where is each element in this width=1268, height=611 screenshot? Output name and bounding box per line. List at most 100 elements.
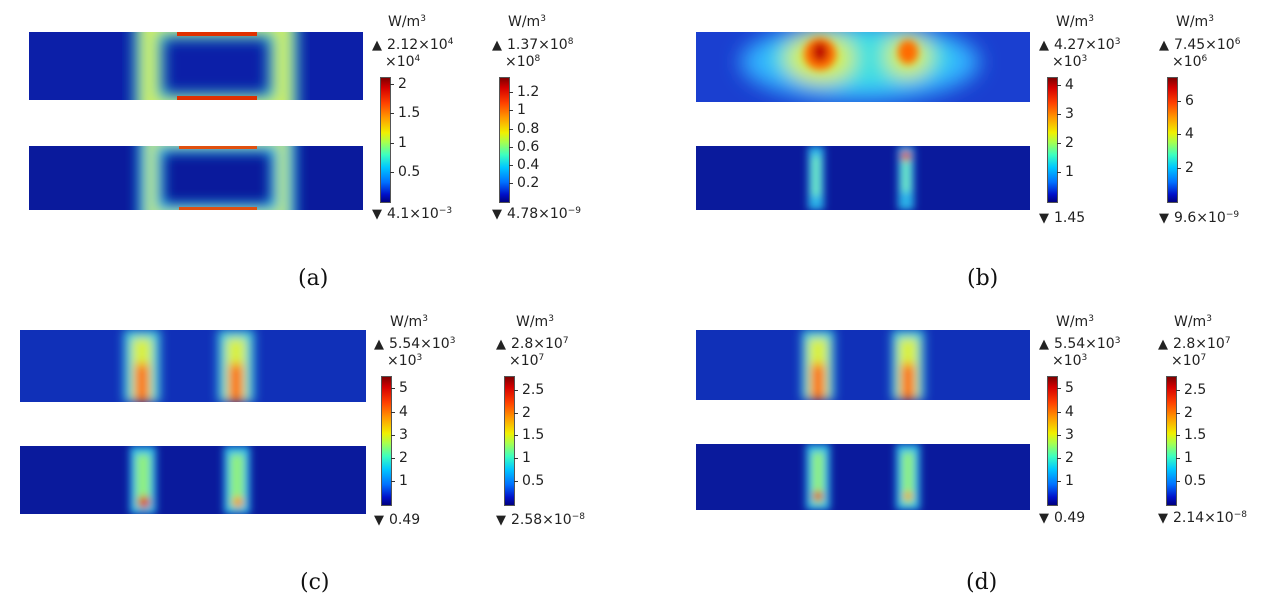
colorbar-2	[504, 376, 515, 506]
colorbar-tick-label: 4	[391, 403, 408, 420]
colorbar-tick-label: 0.5	[1175, 473, 1207, 490]
legend-unit-1: W/m3	[1056, 314, 1094, 330]
colorbar-1-max: ▲ 5.54×103	[374, 336, 456, 352]
colorbar-1	[380, 77, 391, 203]
min-triangle-icon: ▼	[1039, 211, 1049, 226]
colorbar-2-min: ▼ 4.78×10−9	[492, 206, 581, 222]
colorbar-1-multiplier: ×103	[1052, 353, 1088, 369]
colorbar-2-multiplier: ×107	[1171, 353, 1207, 369]
panel-b: W/m3 ▲ 4.27×103 ×103 4 3 2 1 ▼ 1.45 W/m3 ▲ 7.4…	[634, 0, 1268, 305]
caption-c: (c)	[300, 570, 330, 595]
colorbar-tick-label: 1	[1176, 450, 1193, 467]
caption-b: (b)	[967, 266, 999, 291]
colorbar-tick-label: 2	[391, 449, 408, 466]
colorbar-2-min: ▼ 9.6×10−9	[1159, 210, 1240, 226]
colorbar-1-max: ▲ 2.12×104	[372, 37, 454, 53]
max-triangle-icon: ▲	[374, 337, 384, 352]
colorbar-2-max: ▲ 2.8×107	[496, 336, 569, 352]
max-triangle-icon: ▲	[1039, 337, 1049, 352]
colorbar-tick-label: 0.5	[389, 163, 421, 180]
min-triangle-icon: ▼	[1039, 511, 1049, 526]
colorbar-tick-label: 0.4	[508, 156, 540, 173]
min-triangle-icon: ▼	[492, 207, 502, 222]
min-triangle-icon: ▼	[496, 513, 506, 528]
colorbar-tick-label: 2	[1057, 449, 1074, 466]
colorbar-1	[1047, 77, 1058, 203]
min-triangle-icon: ▼	[372, 207, 382, 222]
colorbar-tick-label: 2	[390, 76, 407, 93]
colorbar-tick-label: 0.5	[513, 473, 545, 490]
min-triangle-icon: ▼	[1159, 211, 1169, 226]
max-triangle-icon: ▲	[1158, 337, 1168, 352]
colorbar-tick-label: 2.5	[1175, 381, 1207, 398]
colorbar-1-multiplier: ×103	[1052, 54, 1088, 70]
colorbar-tick-label: 4	[1057, 76, 1074, 93]
colorbar-tick-label: 6	[1177, 93, 1194, 110]
colorbar-tick-label: 5	[1057, 380, 1074, 397]
colorbar-1	[381, 376, 392, 506]
heatmap-bottom	[29, 146, 363, 210]
heatmap-bottom	[20, 446, 366, 514]
colorbar-2-min: ▼ 2.14×10−8	[1158, 510, 1247, 526]
panel-a: W/m3 ▲ 2.12×104 ×104 2 1.5 1 0.5 ▼ 4.1×10−3 W…	[0, 0, 634, 305]
colorbar-2-min: ▼ 2.58×10−8	[496, 512, 585, 528]
colorbar-tick-label: 0.2	[508, 174, 540, 191]
min-triangle-icon: ▼	[1158, 511, 1168, 526]
colorbar-tick-label: 4	[1057, 403, 1074, 420]
min-triangle-icon: ▼	[374, 513, 384, 528]
colorbar-tick-label: 0.8	[508, 120, 540, 137]
colorbar-tick-label: 1.5	[389, 105, 421, 122]
colorbar-tick-label: 0.6	[508, 138, 540, 155]
heatmap-top	[696, 32, 1030, 102]
heatmap-top	[29, 32, 363, 100]
legend-unit-2: W/m3	[508, 14, 546, 30]
colorbar-1-max: ▲ 4.27×103	[1039, 37, 1121, 53]
colorbar-tick-label: 2	[1057, 134, 1074, 151]
colorbar-2-max: ▲ 2.8×107	[1158, 336, 1231, 352]
caption-a: (a)	[298, 266, 329, 291]
colorbar-tick-label: 2	[514, 404, 531, 421]
colorbar-tick-label: 2	[1177, 159, 1194, 176]
colorbar-2-max: ▲ 1.37×108	[492, 37, 574, 53]
legend-unit-2: W/m3	[1174, 314, 1212, 330]
colorbar-tick-label: 3	[1057, 426, 1074, 443]
colorbar-1-min: ▼ 0.49	[1039, 510, 1086, 526]
heatmap-top	[696, 330, 1030, 400]
heatmap-top	[20, 330, 366, 402]
colorbar-tick-label: 1	[390, 134, 407, 151]
colorbar-tick-label: 1	[1057, 472, 1074, 489]
colorbar-tick-label: 1	[514, 450, 531, 467]
caption-d: (d)	[966, 570, 998, 595]
colorbar-tick-label: 1.5	[513, 427, 545, 444]
colorbar-1-multiplier: ×104	[385, 54, 421, 70]
colorbar-tick-label: 3	[391, 426, 408, 443]
colorbar-tick-label: 3	[1057, 105, 1074, 122]
colorbar-2-multiplier: ×106	[1172, 54, 1208, 70]
colorbar-tick-label: 1	[1057, 163, 1074, 180]
colorbar-2-max: ▲ 7.45×106	[1159, 37, 1241, 53]
colorbar-1-min: ▼ 0.49	[374, 512, 421, 528]
legend-unit-1: W/m3	[388, 14, 426, 30]
max-triangle-icon: ▲	[496, 337, 506, 352]
colorbar-tick-label: 5	[391, 380, 408, 397]
legend-unit-2: W/m3	[1176, 14, 1214, 30]
colorbar-1	[1047, 376, 1058, 506]
colorbar-2-multiplier: ×108	[505, 54, 541, 70]
legend-unit-1: W/m3	[390, 314, 428, 330]
colorbar-1-max: ▲ 5.54×103	[1039, 336, 1121, 352]
colorbar-tick-label: 2	[1176, 404, 1193, 421]
colorbar-tick-label: 1	[391, 472, 408, 489]
colorbar-1-min: ▼ 1.45	[1039, 210, 1086, 226]
max-triangle-icon: ▲	[492, 38, 502, 53]
colorbar-tick-label: 4	[1177, 126, 1194, 143]
max-triangle-icon: ▲	[1039, 38, 1049, 53]
legend-unit-2: W/m3	[516, 314, 554, 330]
heatmap-bottom	[696, 444, 1030, 510]
colorbar-tick-label: 2.5	[513, 381, 545, 398]
colorbar-tick-label: 1	[509, 102, 526, 119]
max-triangle-icon: ▲	[372, 38, 382, 53]
colorbar-tick-label: 1.5	[1175, 427, 1207, 444]
max-triangle-icon: ▲	[1159, 38, 1169, 53]
